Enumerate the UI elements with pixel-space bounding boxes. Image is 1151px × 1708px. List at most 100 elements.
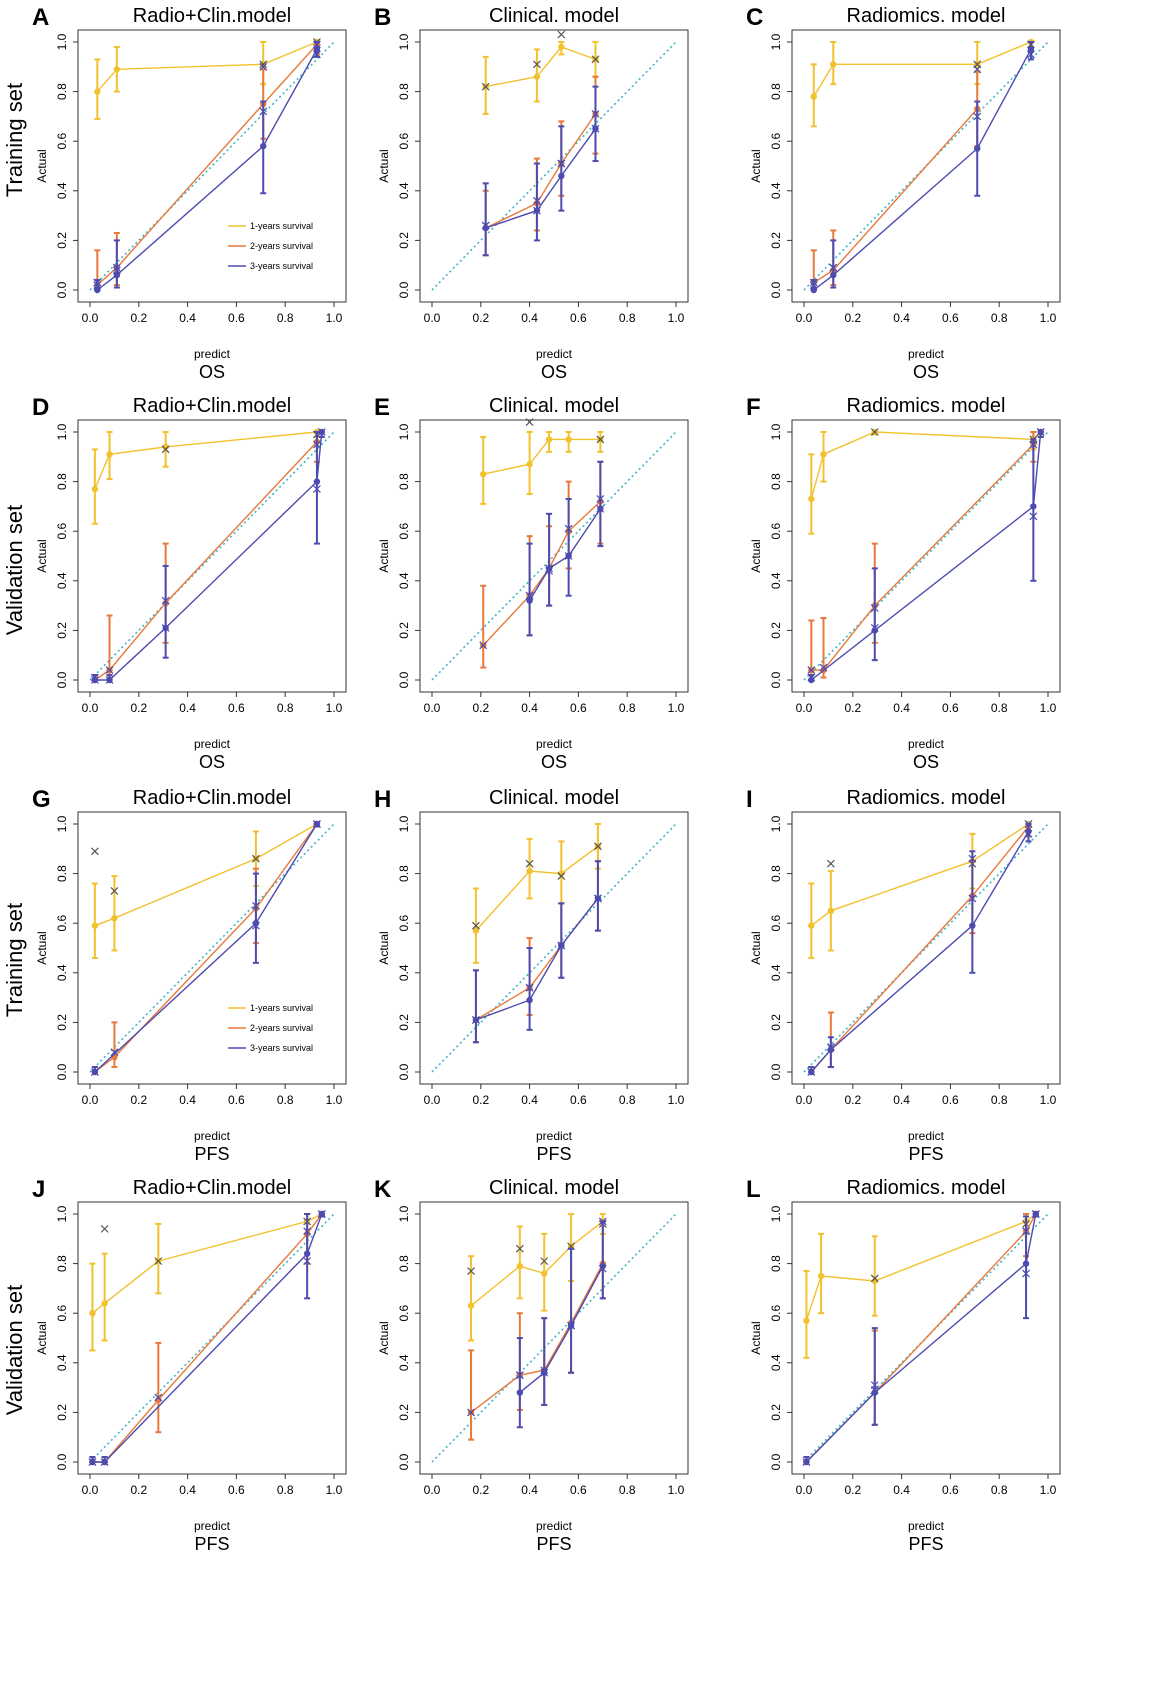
data-point — [101, 1300, 108, 1307]
panel-title: Radiomics. model — [847, 5, 1006, 27]
ideal-diagonal — [431, 431, 677, 681]
data-point — [827, 907, 835, 914]
y-tick-label: 1.0 — [769, 815, 783, 832]
y-axis-label: Actual — [749, 1321, 763, 1354]
series-2-years — [90, 820, 321, 1076]
observed-marker — [515, 1244, 524, 1253]
x-tick-label: 0.8 — [277, 1093, 294, 1107]
observed-marker — [251, 921, 260, 930]
calibration-panel-c: C Radiomics. model 0.0 0.0 0.2 0.2 0.4 0.4 0.6 0.… — [746, 4, 1061, 382]
x-tick-label: 0.6 — [942, 701, 959, 715]
observed-marker — [303, 1257, 312, 1266]
y-tick-label: 0.6 — [769, 1305, 783, 1322]
panel-letter: B — [374, 4, 391, 31]
panel-letter: D — [32, 394, 49, 421]
x-tick-label: 0.2 — [130, 311, 147, 325]
x-tick-label: 0.4 — [893, 1093, 910, 1107]
series-1-years — [808, 428, 1045, 535]
y-tick-label: 0.0 — [769, 1453, 783, 1470]
legend: 1-years survival 2-years survival 3-years … — [228, 1003, 313, 1053]
data-point — [526, 597, 533, 604]
x-tick-label: 0.4 — [521, 311, 538, 325]
series-line — [96, 44, 318, 286]
x-axis-label: predict — [194, 1129, 231, 1143]
x-tick-label: 1.0 — [1040, 311, 1057, 325]
calibration-panel-f: F Radiomics. model 0.0 0.0 0.2 0.2 0.4 0.4 0.6 0.… — [746, 394, 1061, 772]
observed-marker — [110, 887, 119, 895]
y-tick-label: 0.6 — [397, 133, 411, 150]
endpoint-label: PFS — [194, 1144, 229, 1164]
data-point — [94, 286, 101, 294]
series-2-years — [90, 431, 321, 684]
data-point — [313, 478, 321, 485]
x-tick-label: 0.2 — [844, 311, 861, 325]
y-tick-label: 0.2 — [55, 1014, 69, 1031]
y-tick-label: 1.0 — [769, 423, 783, 440]
y-tick-label: 0.4 — [397, 572, 411, 589]
endpoint-label: OS — [541, 362, 567, 382]
panel-letter: L — [746, 1176, 761, 1203]
observed-marker — [481, 82, 490, 91]
endpoint-label: PFS — [536, 1144, 571, 1164]
observed-marker — [90, 847, 99, 856]
ideal-diagonal — [89, 431, 335, 681]
series-line — [485, 46, 596, 88]
y-tick-label: 1.0 — [397, 1205, 411, 1222]
series-line — [810, 826, 1030, 1073]
series-line — [805, 1213, 1037, 1463]
x-tick-label: 0.6 — [228, 311, 245, 325]
data-point — [1027, 46, 1035, 53]
plot-frame — [791, 811, 1061, 1085]
y-tick-label: 0.2 — [769, 622, 783, 639]
data-point — [480, 470, 487, 478]
data-point — [541, 1270, 548, 1277]
series-line — [475, 897, 599, 1021]
observed-marker — [100, 1458, 109, 1466]
series-line — [810, 431, 1042, 500]
y-tick-label: 1.0 — [55, 1205, 69, 1222]
plot-frame — [791, 1201, 1061, 1475]
x-axis-label: predict — [908, 347, 945, 361]
y-axis-label: Actual — [749, 149, 763, 182]
series-2-years — [471, 860, 602, 1044]
x-tick-label: 0.4 — [521, 1483, 538, 1497]
observed-marker — [593, 842, 602, 851]
y-tick-label: 1.0 — [55, 33, 69, 50]
observed-marker — [481, 221, 490, 230]
legend-label: 1-years survival — [250, 1003, 313, 1013]
series-line — [813, 49, 1032, 291]
series-1-years — [481, 30, 600, 115]
y-tick-label: 0.8 — [55, 865, 69, 882]
panel-letter: G — [32, 786, 51, 813]
observed-marker — [829, 263, 838, 272]
x-tick-label: 0.4 — [179, 1093, 196, 1107]
observed-marker — [870, 428, 879, 436]
data-point — [113, 66, 121, 73]
observed-marker — [567, 1321, 576, 1330]
observed-marker — [557, 159, 566, 168]
observed-marker — [807, 673, 816, 682]
row-label: Validation set — [2, 1285, 27, 1415]
series-line — [811, 443, 1034, 671]
observed-marker — [1022, 1269, 1030, 1278]
series-line — [805, 1213, 1037, 1463]
series-3-years — [807, 428, 1045, 684]
panel-title: Radio+Clin.model — [133, 5, 291, 27]
observed-marker — [93, 281, 102, 289]
y-tick-label: 0.2 — [397, 1014, 411, 1031]
series-line — [485, 113, 597, 229]
x-axis-label: predict — [194, 1519, 231, 1533]
x-tick-label: 1.0 — [326, 701, 343, 715]
series-line — [810, 823, 1029, 927]
series-2-years — [467, 1217, 607, 1441]
x-tick-label: 0.2 — [844, 1483, 861, 1497]
panel-title: Radio+Clin.model — [133, 1177, 291, 1199]
observed-marker — [154, 1257, 163, 1266]
series-line — [91, 1213, 323, 1314]
x-tick-label: 0.2 — [472, 311, 489, 325]
data-point — [565, 436, 572, 443]
x-axis-label: predict — [536, 1129, 573, 1143]
series-line — [813, 41, 1032, 97]
data-point — [516, 1262, 524, 1270]
series-line — [96, 41, 318, 93]
